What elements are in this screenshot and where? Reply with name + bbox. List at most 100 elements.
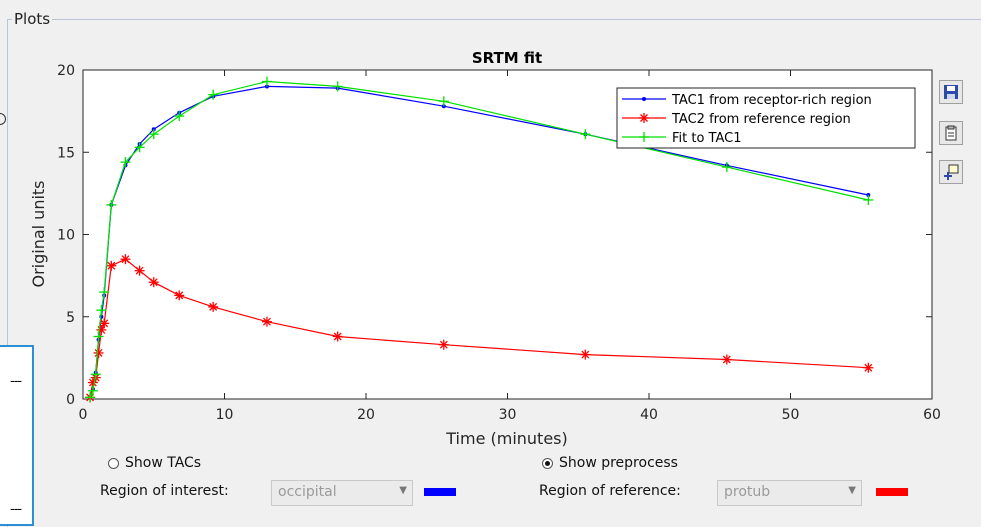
point-stroke <box>722 355 731 364</box>
point-stroke <box>175 291 184 300</box>
point <box>120 157 131 168</box>
legend-label: Fit to TAC1 <box>672 131 742 146</box>
point <box>639 132 649 142</box>
point <box>96 305 107 316</box>
x-tick-label: 50 <box>782 407 800 423</box>
point <box>134 265 145 276</box>
data-cursor-icon[interactable] <box>939 160 963 184</box>
point <box>134 142 145 153</box>
point <box>174 290 185 301</box>
ref-select[interactable]: protub ▼ <box>717 480 862 506</box>
point <box>721 162 732 173</box>
x-tick-label: 20 <box>357 407 375 423</box>
chevron-down-icon: ▼ <box>848 485 856 496</box>
point-stroke <box>262 317 271 326</box>
point-stroke <box>100 319 109 328</box>
point <box>721 354 732 365</box>
legend-entry: Fit to TAC1 <box>622 131 742 146</box>
point <box>99 318 110 329</box>
x-tick-label: 40 <box>640 407 658 423</box>
show-tacs-label: Show TACs <box>125 455 202 471</box>
point <box>642 97 646 101</box>
legend: TAC1 from receptor-rich region TAC2 from … <box>616 87 916 149</box>
ref-select-value: protub <box>724 484 771 500</box>
ref-color-swatch <box>876 488 908 496</box>
series-line <box>89 80 869 398</box>
legend-box <box>616 87 916 149</box>
legend-label: TAC1 from receptor-rich region <box>671 93 872 108</box>
point-stroke <box>94 348 103 357</box>
clipboard-icon[interactable] <box>939 121 963 145</box>
point-stroke <box>209 302 218 311</box>
point <box>93 347 104 358</box>
point <box>148 129 159 140</box>
point <box>208 301 219 312</box>
show-tacs-radio-dot[interactable] <box>108 457 119 469</box>
roi-select[interactable]: occipital ▼ <box>271 480 413 506</box>
point-stroke <box>149 278 158 287</box>
side-panel-line-1: --- <box>10 374 22 389</box>
point-stroke <box>333 332 342 341</box>
point <box>438 339 449 350</box>
point <box>332 331 343 342</box>
point <box>90 369 101 380</box>
point <box>438 96 449 107</box>
point <box>148 277 159 288</box>
point <box>863 194 874 205</box>
point <box>120 254 131 265</box>
point <box>639 113 649 123</box>
point <box>580 129 591 140</box>
point-stroke <box>121 255 130 264</box>
point <box>863 362 874 373</box>
chart-title: SRTM fit <box>472 49 542 67</box>
point <box>208 89 219 100</box>
point-stroke <box>107 261 116 270</box>
save-icon[interactable] <box>939 80 963 104</box>
point <box>261 316 272 327</box>
y-tick-label: 10 <box>57 228 75 244</box>
legend-entry: TAC2 from reference region <box>622 112 851 127</box>
point <box>85 392 96 403</box>
chevron-down-icon: ▼ <box>399 485 407 496</box>
point <box>261 76 272 87</box>
point <box>93 331 104 342</box>
y-tick-label: 20 <box>57 63 75 79</box>
side-panel-line-2: --- <box>10 502 22 517</box>
roi-select-value: occipital <box>278 484 337 500</box>
x-tick-label: 0 <box>79 407 88 423</box>
roi-label: Region of interest: <box>100 483 229 499</box>
x-axis-label: Time (minutes) <box>445 429 568 448</box>
point <box>580 349 591 360</box>
show-preprocess-label: Show preprocess <box>559 455 678 471</box>
panel-title: Plots <box>12 10 53 28</box>
show-tacs-radio[interactable]: Show TACs <box>108 455 201 471</box>
point <box>174 111 185 122</box>
y-tick-label: 5 <box>66 310 75 326</box>
point <box>87 385 98 396</box>
point <box>332 81 343 92</box>
y-tick-label: 0 <box>66 392 75 408</box>
point <box>99 287 110 298</box>
plots-panel <box>7 19 981 527</box>
x-tick-label: 10 <box>216 407 234 423</box>
series-3 <box>85 76 874 403</box>
legend-label: TAC2 from reference region <box>671 112 851 127</box>
ref-label: Region of reference: <box>539 483 681 499</box>
y-tick-label: 15 <box>57 145 75 161</box>
x-tick-label: 60 <box>923 407 941 423</box>
point-stroke <box>581 350 590 359</box>
point-stroke <box>135 266 144 275</box>
point <box>106 199 117 210</box>
point <box>106 260 117 271</box>
point-stroke <box>640 114 648 122</box>
x-tick-label: 30 <box>499 407 517 423</box>
show-preprocess-radio-dot[interactable] <box>542 457 553 469</box>
show-preprocess-radio[interactable]: Show preprocess <box>542 455 678 471</box>
roi-color-swatch <box>424 488 456 496</box>
y-axis-label: Original units <box>29 180 48 287</box>
point-stroke <box>864 363 873 372</box>
side-panel-fragment: --- --- <box>0 345 34 526</box>
legend-entry: TAC1 from receptor-rich region <box>622 93 872 108</box>
point-stroke <box>439 340 448 349</box>
